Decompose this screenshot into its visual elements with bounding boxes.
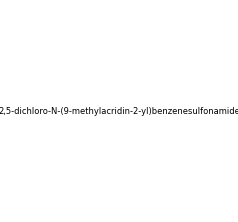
- Text: 2,5-dichloro-N-(9-methylacridin-2-yl)benzenesulfonamide: 2,5-dichloro-N-(9-methylacridin-2-yl)ben…: [0, 107, 238, 115]
